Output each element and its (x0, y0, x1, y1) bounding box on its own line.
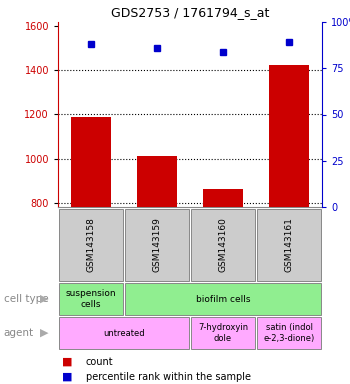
Title: GDS2753 / 1761794_s_at: GDS2753 / 1761794_s_at (111, 7, 269, 20)
Text: agent: agent (4, 328, 34, 338)
Bar (59, 209, 123, 280)
Text: count: count (86, 357, 114, 367)
Text: biofilm cells: biofilm cells (196, 295, 250, 303)
Text: satin (indol
e-2,3-dione): satin (indol e-2,3-dione) (263, 323, 315, 343)
Bar (137, 156, 177, 207)
Bar (203, 189, 243, 207)
Bar (71, 117, 111, 207)
Bar (257, 317, 321, 349)
Bar (125, 283, 321, 314)
Bar (191, 209, 255, 280)
Text: untreated: untreated (103, 328, 145, 338)
Bar (191, 317, 256, 349)
Bar (59, 317, 189, 349)
Bar (59, 283, 123, 314)
Text: ▶: ▶ (40, 328, 48, 338)
Text: cell type: cell type (4, 294, 48, 304)
Text: GSM143158: GSM143158 (86, 217, 96, 272)
Text: ▶: ▶ (40, 294, 48, 304)
Bar (257, 209, 321, 280)
Text: 7-hydroxyin
dole: 7-hydroxyin dole (198, 323, 248, 343)
Text: suspension
cells: suspension cells (66, 289, 116, 309)
Text: GSM143159: GSM143159 (153, 217, 161, 272)
Text: ■: ■ (62, 372, 72, 382)
Text: ■: ■ (62, 357, 72, 367)
Text: GSM143160: GSM143160 (218, 217, 228, 272)
Text: percentile rank within the sample: percentile rank within the sample (86, 372, 251, 382)
Bar (125, 209, 189, 280)
Bar (269, 65, 309, 207)
Text: GSM143161: GSM143161 (285, 217, 294, 272)
